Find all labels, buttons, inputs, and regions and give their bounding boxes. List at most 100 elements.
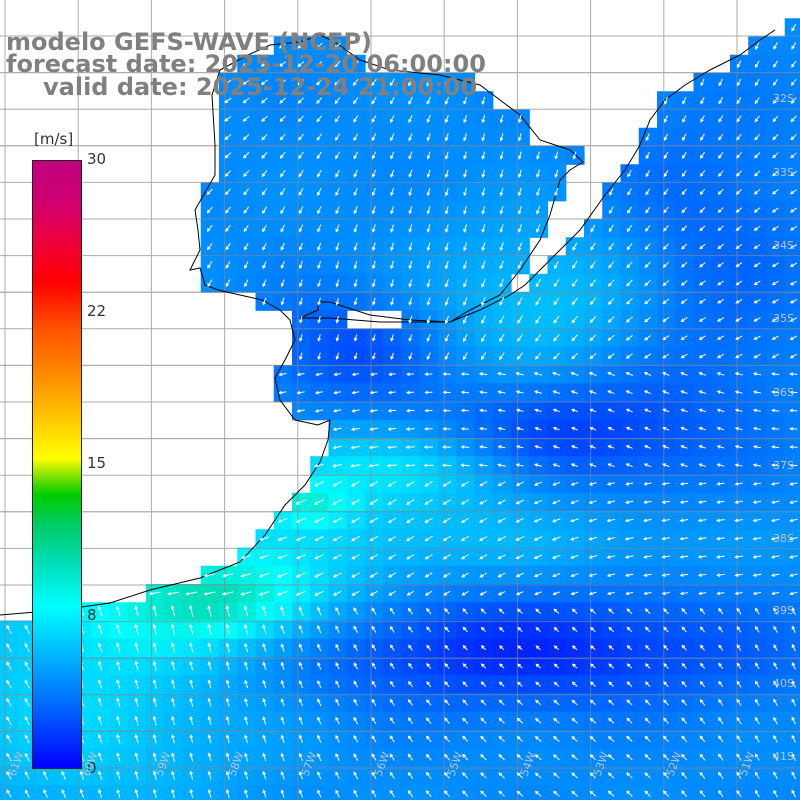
wind-arrow-head: [770, 518, 775, 523]
wind-arrow: [717, 353, 725, 359]
wind-arrow-head: [171, 697, 175, 702]
wind-arrow: [789, 537, 798, 540]
wind-arrow: [353, 790, 359, 798]
wind-arrow-head: [516, 735, 521, 740]
wind-arrow-head: [426, 681, 430, 685]
wind-arrow-head: [279, 118, 284, 123]
wind-arrow-head: [753, 245, 758, 249]
wind-arrow: [351, 464, 361, 467]
wind-arrow: [463, 169, 467, 178]
wind-arrow-head: [408, 301, 413, 306]
wind-arrow: [317, 753, 322, 762]
wind-arrow-head: [295, 537, 300, 541]
wind-arrow-head: [463, 228, 467, 233]
wind-arrow: [626, 316, 633, 323]
wind-arrow: [261, 133, 268, 140]
wind-arrow-head: [462, 772, 466, 776]
wind-arrow-head: [442, 519, 447, 523]
wind-arrow: [463, 333, 468, 342]
wind-arrow-head: [152, 623, 157, 628]
wind-arrow: [754, 298, 761, 304]
wind-arrow: [207, 224, 213, 232]
wind-arrow-head: [570, 390, 575, 394]
wind-arrow-head: [408, 137, 412, 142]
wind-arrow-head: [317, 246, 321, 251]
wind-arrow-head: [715, 536, 721, 541]
wind-arrow-head: [6, 771, 10, 776]
wind-arrow-head: [735, 300, 740, 304]
wind-arrow-head: [313, 519, 318, 523]
wind-arrow-head: [116, 605, 120, 610]
wind-arrow-head: [224, 99, 229, 104]
wind-arrow: [461, 391, 470, 394]
wind-arrow-head: [662, 426, 667, 431]
wind-arrow: [482, 114, 486, 123]
wind-arrow-head: [606, 518, 611, 523]
wind-arrow-head: [644, 354, 648, 359]
wind-arrow: [243, 152, 250, 159]
wind-arrow: [663, 608, 669, 615]
wind-arrow: [424, 499, 433, 505]
wind-arrow-head: [297, 63, 302, 67]
wind-arrow-head: [426, 644, 430, 649]
wind-arrow-head: [424, 574, 429, 578]
wind-arrow-head: [244, 283, 248, 288]
wind-arrow-head: [369, 483, 374, 487]
wind-arrow: [243, 170, 250, 177]
wind-arrow: [680, 482, 688, 485]
wind-arrow-head: [736, 789, 740, 794]
wind-arrow-head: [589, 445, 594, 449]
wind-arrow: [225, 152, 232, 159]
wind-arrow: [371, 133, 377, 141]
wind-arrow-head: [791, 27, 795, 32]
wind-arrow-head: [262, 283, 266, 288]
wind-arrow-head: [551, 555, 556, 559]
wind-arrow: [425, 535, 433, 542]
wind-arrow-head: [626, 626, 631, 631]
wind-arrow: [426, 78, 432, 86]
wind-arrow: [426, 681, 432, 688]
wind-arrow-head: [663, 227, 667, 232]
wind-arrow: [554, 187, 559, 196]
wind-arrow: [700, 170, 706, 177]
wind-arrow: [334, 115, 341, 122]
wind-arrow-head: [698, 390, 703, 394]
wind-arrow: [699, 445, 706, 449]
wind-arrow: [244, 279, 249, 287]
wind-arrow: [317, 206, 322, 214]
wind-arrow: [335, 753, 340, 762]
wind-arrow-head: [207, 752, 212, 757]
wind-arrow: [626, 463, 633, 468]
wind-arrow: [700, 645, 705, 651]
wind-arrow-head: [460, 463, 465, 468]
wind-arrow-head: [517, 319, 521, 324]
wind-arrow: [317, 260, 322, 269]
wind-arrow: [609, 206, 614, 214]
wind-arrow: [462, 699, 469, 706]
wind-arrow-head: [480, 681, 485, 686]
wind-arrow-head: [171, 788, 175, 793]
wind-arrow-head: [351, 592, 356, 596]
wind-arrow: [116, 661, 121, 671]
wind-arrow-head: [408, 283, 413, 288]
wind-arrow-head: [626, 790, 630, 795]
wind-arrow-head: [407, 717, 412, 722]
wind-arrow: [790, 115, 797, 122]
wind-arrow: [645, 151, 650, 159]
wind-arrow: [281, 644, 285, 652]
wind-arrow: [225, 261, 231, 269]
colorbar: [32, 160, 82, 769]
wind-arrow-head: [716, 318, 721, 322]
wind-arrow: [516, 372, 525, 376]
wind-arrow-head: [497, 426, 502, 431]
wind-arrow-head: [244, 789, 248, 794]
wind-arrow: [406, 554, 415, 560]
wind-arrow: [553, 718, 560, 724]
wind-arrow-head: [698, 281, 703, 286]
wind-arrow-head: [699, 245, 704, 250]
wind-arrow: [790, 391, 798, 394]
wind-arrow-head: [262, 246, 266, 251]
wind-arrow-head: [277, 537, 282, 541]
wind-arrow-head: [789, 573, 794, 577]
wind-arrow: [463, 278, 468, 287]
